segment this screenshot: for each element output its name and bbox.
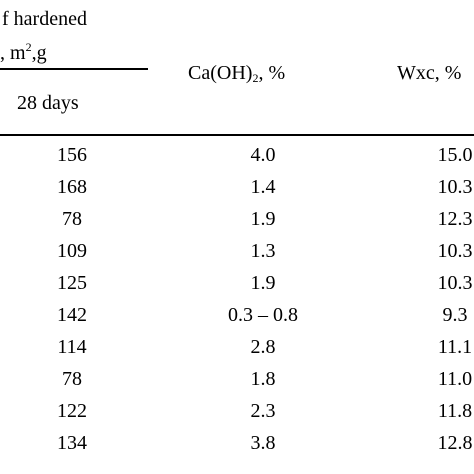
- cell-wxc: 10.3: [437, 240, 473, 262]
- cell-28-days: 142: [57, 304, 87, 326]
- header-caoh-prefix: Ca(OH): [188, 62, 253, 84]
- header-group-line1: f hardened: [2, 8, 87, 30]
- header-group-line2-superscript: 2: [25, 40, 32, 54]
- cell-wxc: 10.3: [437, 176, 473, 198]
- cell-wxc: 15.0: [437, 144, 473, 166]
- header-group-line2: , m2,g: [0, 40, 47, 64]
- cell-wxc: 12.3: [437, 208, 473, 230]
- cell-caoh: 2.8: [250, 336, 276, 358]
- cell-28-days: 78: [62, 208, 82, 230]
- header-group-rule: [0, 68, 148, 70]
- cell-caoh: 1.9: [250, 272, 276, 294]
- header-bottom-rule: [0, 134, 474, 136]
- header-group-line2-prefix: , m: [0, 42, 26, 64]
- cell-28-days: 122: [57, 400, 87, 422]
- cell-caoh: 1.4: [250, 176, 276, 198]
- cell-28-days: 168: [57, 176, 87, 198]
- cell-wxc: 11.1: [437, 336, 473, 358]
- header-28-days-text: 28 days: [17, 92, 79, 114]
- header-28-days: 28 days: [17, 92, 79, 114]
- cell-wxc: 12.8: [437, 432, 473, 454]
- header-wxc-text: Wxc, %: [397, 62, 462, 84]
- cell-caoh: 1.9: [250, 208, 276, 230]
- header-wxc: Wxc, %: [397, 62, 461, 84]
- header-caoh-subscript: 2: [252, 71, 259, 85]
- cell-28-days: 109: [57, 240, 87, 262]
- cell-28-days: 125: [57, 272, 87, 294]
- cell-28-days: 78: [62, 368, 82, 390]
- header-caoh-suffix: , %: [258, 62, 286, 84]
- cell-wxc: 11.0: [437, 368, 473, 390]
- cell-28-days: 114: [57, 336, 87, 358]
- cell-caoh: 2.3: [250, 400, 276, 422]
- cell-wxc: 11.8: [437, 400, 473, 422]
- header-caoh: Ca(OH)2, %: [188, 62, 285, 84]
- cell-28-days: 156: [57, 144, 87, 166]
- cell-caoh: 4.0: [250, 144, 276, 166]
- header-group-line2-suffix: ,g: [31, 42, 47, 64]
- cell-caoh: 0.3 – 0.8: [228, 304, 298, 326]
- cell-caoh: 1.8: [250, 368, 276, 390]
- cell-wxc: 9.3: [442, 304, 468, 326]
- cell-28-days: 134: [57, 432, 87, 454]
- header-group-line1-text: f hardened: [2, 8, 87, 30]
- cell-caoh: 1.3: [250, 240, 276, 262]
- cell-caoh: 3.8: [250, 432, 276, 454]
- cell-wxc: 10.3: [437, 272, 473, 294]
